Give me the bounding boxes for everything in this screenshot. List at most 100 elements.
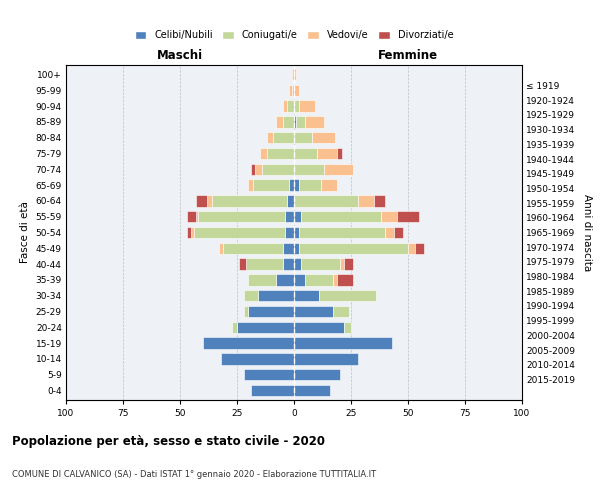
Bar xyxy=(246,258,283,270)
Bar xyxy=(251,385,294,396)
Bar xyxy=(274,132,294,143)
Bar xyxy=(244,306,248,317)
Bar xyxy=(305,116,323,128)
Bar xyxy=(397,211,419,222)
Bar xyxy=(344,322,351,333)
Bar xyxy=(344,258,353,270)
Bar xyxy=(358,195,374,206)
Text: Maschi: Maschi xyxy=(157,49,203,62)
Bar xyxy=(208,195,212,206)
Bar xyxy=(198,211,285,222)
Bar xyxy=(299,242,408,254)
Bar xyxy=(323,164,353,175)
Bar xyxy=(340,258,344,270)
Bar xyxy=(248,180,253,191)
Bar xyxy=(253,180,289,191)
Bar xyxy=(380,211,397,222)
Bar xyxy=(285,211,294,222)
Bar xyxy=(319,290,376,302)
Bar xyxy=(203,338,294,349)
Bar xyxy=(294,290,319,302)
Text: Femmine: Femmine xyxy=(378,49,438,62)
Bar xyxy=(294,69,296,80)
Bar xyxy=(294,100,299,112)
Bar xyxy=(408,242,415,254)
Bar xyxy=(333,274,337,285)
Bar xyxy=(385,227,394,238)
Bar xyxy=(187,211,196,222)
Bar xyxy=(283,116,294,128)
Bar xyxy=(287,195,294,206)
Bar xyxy=(292,69,294,80)
Bar xyxy=(374,195,385,206)
Bar xyxy=(266,148,294,159)
Bar xyxy=(244,290,257,302)
Text: Popolazione per età, sesso e stato civile - 2020: Popolazione per età, sesso e stato civil… xyxy=(12,435,325,448)
Bar xyxy=(299,100,314,112)
Bar xyxy=(191,227,194,238)
Bar xyxy=(294,84,299,96)
Bar xyxy=(260,148,266,159)
Bar xyxy=(301,258,340,270)
Bar xyxy=(294,132,312,143)
Bar xyxy=(251,164,255,175)
Bar xyxy=(292,84,294,96)
Bar xyxy=(285,227,294,238)
Bar xyxy=(257,290,294,302)
Bar xyxy=(287,100,294,112)
Bar xyxy=(312,132,335,143)
Bar xyxy=(223,242,283,254)
Bar xyxy=(221,353,294,364)
Bar xyxy=(232,322,237,333)
Bar xyxy=(283,100,287,112)
Bar xyxy=(194,227,285,238)
Bar xyxy=(294,306,333,317)
Bar xyxy=(289,180,294,191)
Bar xyxy=(415,242,424,254)
Bar xyxy=(294,242,299,254)
Bar xyxy=(239,258,246,270)
Bar xyxy=(283,242,294,254)
Bar xyxy=(294,180,299,191)
Bar xyxy=(262,164,294,175)
Bar xyxy=(294,338,392,349)
Bar xyxy=(255,164,262,175)
Y-axis label: Anni di nascita: Anni di nascita xyxy=(582,194,592,271)
Bar xyxy=(294,164,323,175)
Bar xyxy=(394,227,403,238)
Bar xyxy=(266,132,274,143)
Bar xyxy=(219,242,223,254)
Bar xyxy=(299,227,385,238)
Bar xyxy=(294,258,301,270)
Bar xyxy=(212,195,287,206)
Bar xyxy=(248,274,276,285)
Bar xyxy=(294,211,301,222)
Bar xyxy=(294,385,331,396)
Bar xyxy=(333,306,349,317)
Bar xyxy=(196,211,198,222)
Legend: Celibi/Nubili, Coniugati/e, Vedovi/e, Divorziati/e: Celibi/Nubili, Coniugati/e, Vedovi/e, Di… xyxy=(131,26,457,44)
Bar xyxy=(294,369,340,380)
Bar xyxy=(296,116,305,128)
Bar xyxy=(305,274,333,285)
Bar xyxy=(294,195,358,206)
Bar xyxy=(294,274,305,285)
Bar xyxy=(337,274,353,285)
Bar xyxy=(337,148,342,159)
Bar xyxy=(294,116,296,128)
Bar xyxy=(317,148,337,159)
Bar xyxy=(294,322,344,333)
Bar xyxy=(196,195,208,206)
Bar xyxy=(276,116,283,128)
Bar xyxy=(237,322,294,333)
Bar xyxy=(294,148,317,159)
Bar xyxy=(248,306,294,317)
Bar xyxy=(283,258,294,270)
Bar xyxy=(294,227,299,238)
Bar xyxy=(299,180,322,191)
Bar xyxy=(187,227,191,238)
Bar xyxy=(289,84,292,96)
Bar xyxy=(294,353,358,364)
Bar xyxy=(301,211,380,222)
Bar xyxy=(276,274,294,285)
